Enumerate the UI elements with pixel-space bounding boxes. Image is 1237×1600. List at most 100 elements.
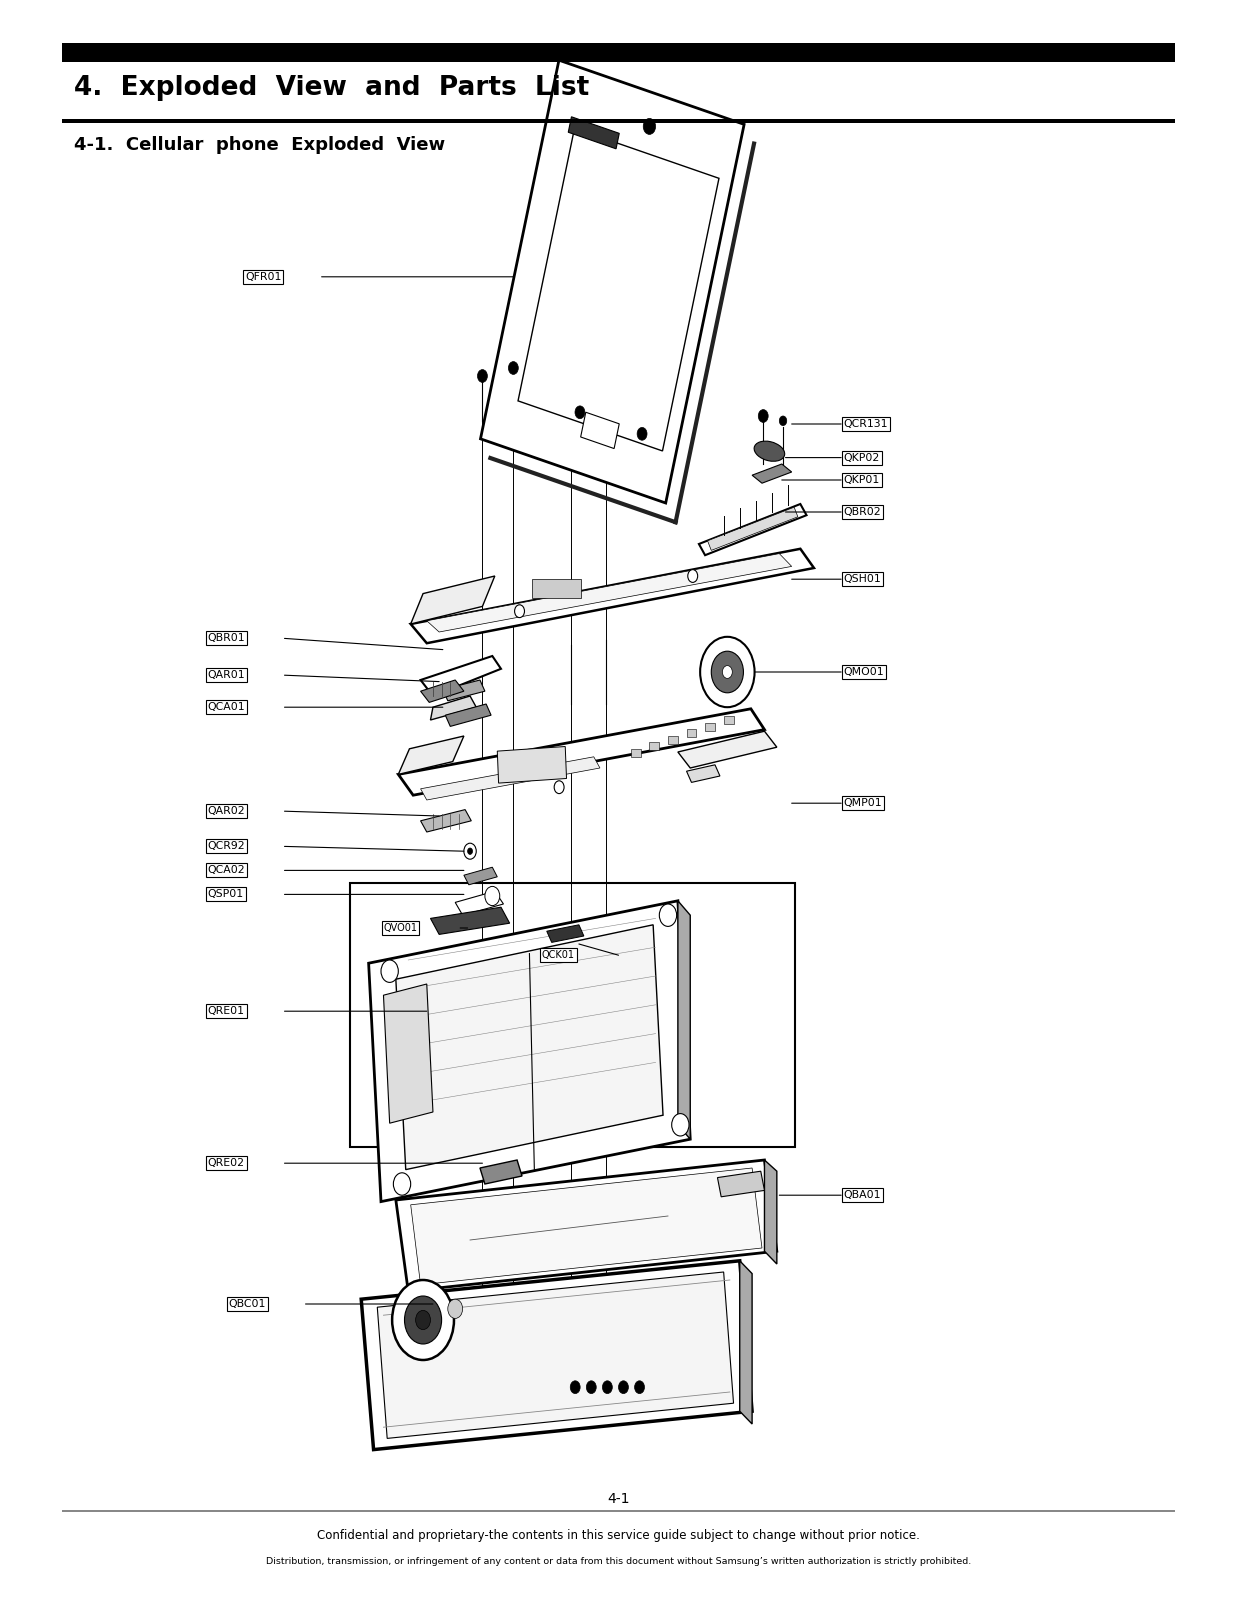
Text: 4-1.  Cellular  phone  Exploded  View: 4-1. Cellular phone Exploded View (74, 136, 445, 154)
Polygon shape (396, 925, 663, 1170)
Circle shape (575, 406, 585, 419)
Polygon shape (480, 1160, 522, 1184)
Circle shape (672, 1114, 689, 1136)
Circle shape (554, 781, 564, 794)
Polygon shape (455, 891, 503, 915)
Polygon shape (430, 907, 510, 934)
Bar (62, 118, 1175, 123)
Text: Confidential and proprietary-the contents in this service guide subject to chang: Confidential and proprietary-the content… (317, 1530, 920, 1542)
Bar (705, 723, 715, 731)
Circle shape (635, 1381, 644, 1394)
Text: QKP01: QKP01 (844, 475, 880, 485)
Text: Distribution, transmission, or infringement of any content or data from this doc: Distribution, transmission, or infringem… (266, 1557, 971, 1566)
Text: QCA02: QCA02 (208, 866, 245, 875)
Ellipse shape (755, 442, 784, 461)
Polygon shape (377, 1272, 734, 1438)
Polygon shape (411, 549, 814, 643)
Text: QMO01: QMO01 (844, 667, 884, 677)
Text: QCR92: QCR92 (208, 842, 245, 851)
Circle shape (602, 1381, 612, 1394)
Bar (532, 579, 581, 598)
Circle shape (637, 427, 647, 440)
Polygon shape (421, 810, 471, 832)
Text: QRE01: QRE01 (208, 1006, 245, 1016)
Polygon shape (411, 576, 495, 624)
Bar (62, 43, 1175, 62)
Circle shape (464, 843, 476, 859)
Circle shape (659, 904, 677, 926)
Circle shape (393, 1173, 411, 1195)
Polygon shape (464, 867, 497, 885)
Circle shape (515, 605, 524, 618)
Text: 4-1: 4-1 (607, 1493, 630, 1506)
Text: 4.  Exploded  View  and  Parts  List: 4. Exploded View and Parts List (74, 75, 590, 101)
Polygon shape (480, 61, 745, 502)
Circle shape (688, 570, 698, 582)
Polygon shape (699, 504, 807, 555)
Polygon shape (443, 680, 485, 701)
Polygon shape (383, 984, 433, 1123)
Text: QCA01: QCA01 (208, 702, 245, 712)
Text: QBR01: QBR01 (208, 634, 245, 643)
Text: QBA01: QBA01 (844, 1190, 881, 1200)
Polygon shape (369, 901, 690, 1202)
Polygon shape (717, 1171, 764, 1197)
Text: QBC01: QBC01 (229, 1299, 266, 1309)
Text: QCK01: QCK01 (542, 950, 575, 960)
Bar (62, 1510, 1175, 1512)
Polygon shape (547, 925, 584, 942)
Circle shape (567, 357, 576, 370)
Circle shape (586, 1381, 596, 1394)
Text: QAR02: QAR02 (208, 806, 245, 816)
Bar (687, 730, 696, 738)
Text: QMP01: QMP01 (844, 798, 882, 808)
Circle shape (601, 365, 611, 378)
Circle shape (779, 416, 787, 426)
Polygon shape (764, 1160, 777, 1264)
Circle shape (722, 666, 732, 678)
Polygon shape (678, 901, 690, 1139)
Circle shape (392, 1280, 454, 1360)
Polygon shape (396, 1160, 777, 1291)
Text: QFR01: QFR01 (245, 272, 281, 282)
Polygon shape (568, 117, 620, 149)
Polygon shape (430, 696, 476, 720)
Polygon shape (497, 747, 567, 782)
Text: QVO01: QVO01 (383, 923, 417, 933)
Polygon shape (398, 709, 764, 795)
Circle shape (468, 848, 473, 854)
Text: QCR131: QCR131 (844, 419, 888, 429)
Bar (631, 749, 641, 757)
Text: QSP01: QSP01 (208, 890, 244, 899)
Text: QRE02: QRE02 (208, 1158, 245, 1168)
Polygon shape (398, 736, 464, 774)
Bar (350, 883, 795, 1147)
Polygon shape (740, 1261, 752, 1424)
Bar (668, 736, 678, 744)
Polygon shape (580, 413, 620, 448)
Circle shape (618, 1381, 628, 1394)
Circle shape (381, 960, 398, 982)
Circle shape (700, 637, 755, 707)
Text: QSH01: QSH01 (844, 574, 882, 584)
Polygon shape (421, 680, 464, 702)
Polygon shape (411, 1168, 762, 1285)
Polygon shape (752, 464, 792, 483)
Circle shape (477, 370, 487, 382)
Circle shape (570, 1381, 580, 1394)
Circle shape (416, 1310, 430, 1330)
Polygon shape (361, 1261, 752, 1450)
Polygon shape (687, 765, 720, 782)
Polygon shape (518, 128, 719, 451)
Circle shape (485, 886, 500, 906)
Circle shape (758, 410, 768, 422)
Circle shape (448, 1299, 463, 1318)
Polygon shape (427, 554, 792, 632)
Polygon shape (708, 507, 798, 550)
Text: QAR01: QAR01 (208, 670, 245, 680)
Bar (724, 717, 734, 725)
Circle shape (711, 651, 743, 693)
Circle shape (643, 118, 656, 134)
Text: QKP02: QKP02 (844, 453, 880, 462)
Circle shape (508, 362, 518, 374)
